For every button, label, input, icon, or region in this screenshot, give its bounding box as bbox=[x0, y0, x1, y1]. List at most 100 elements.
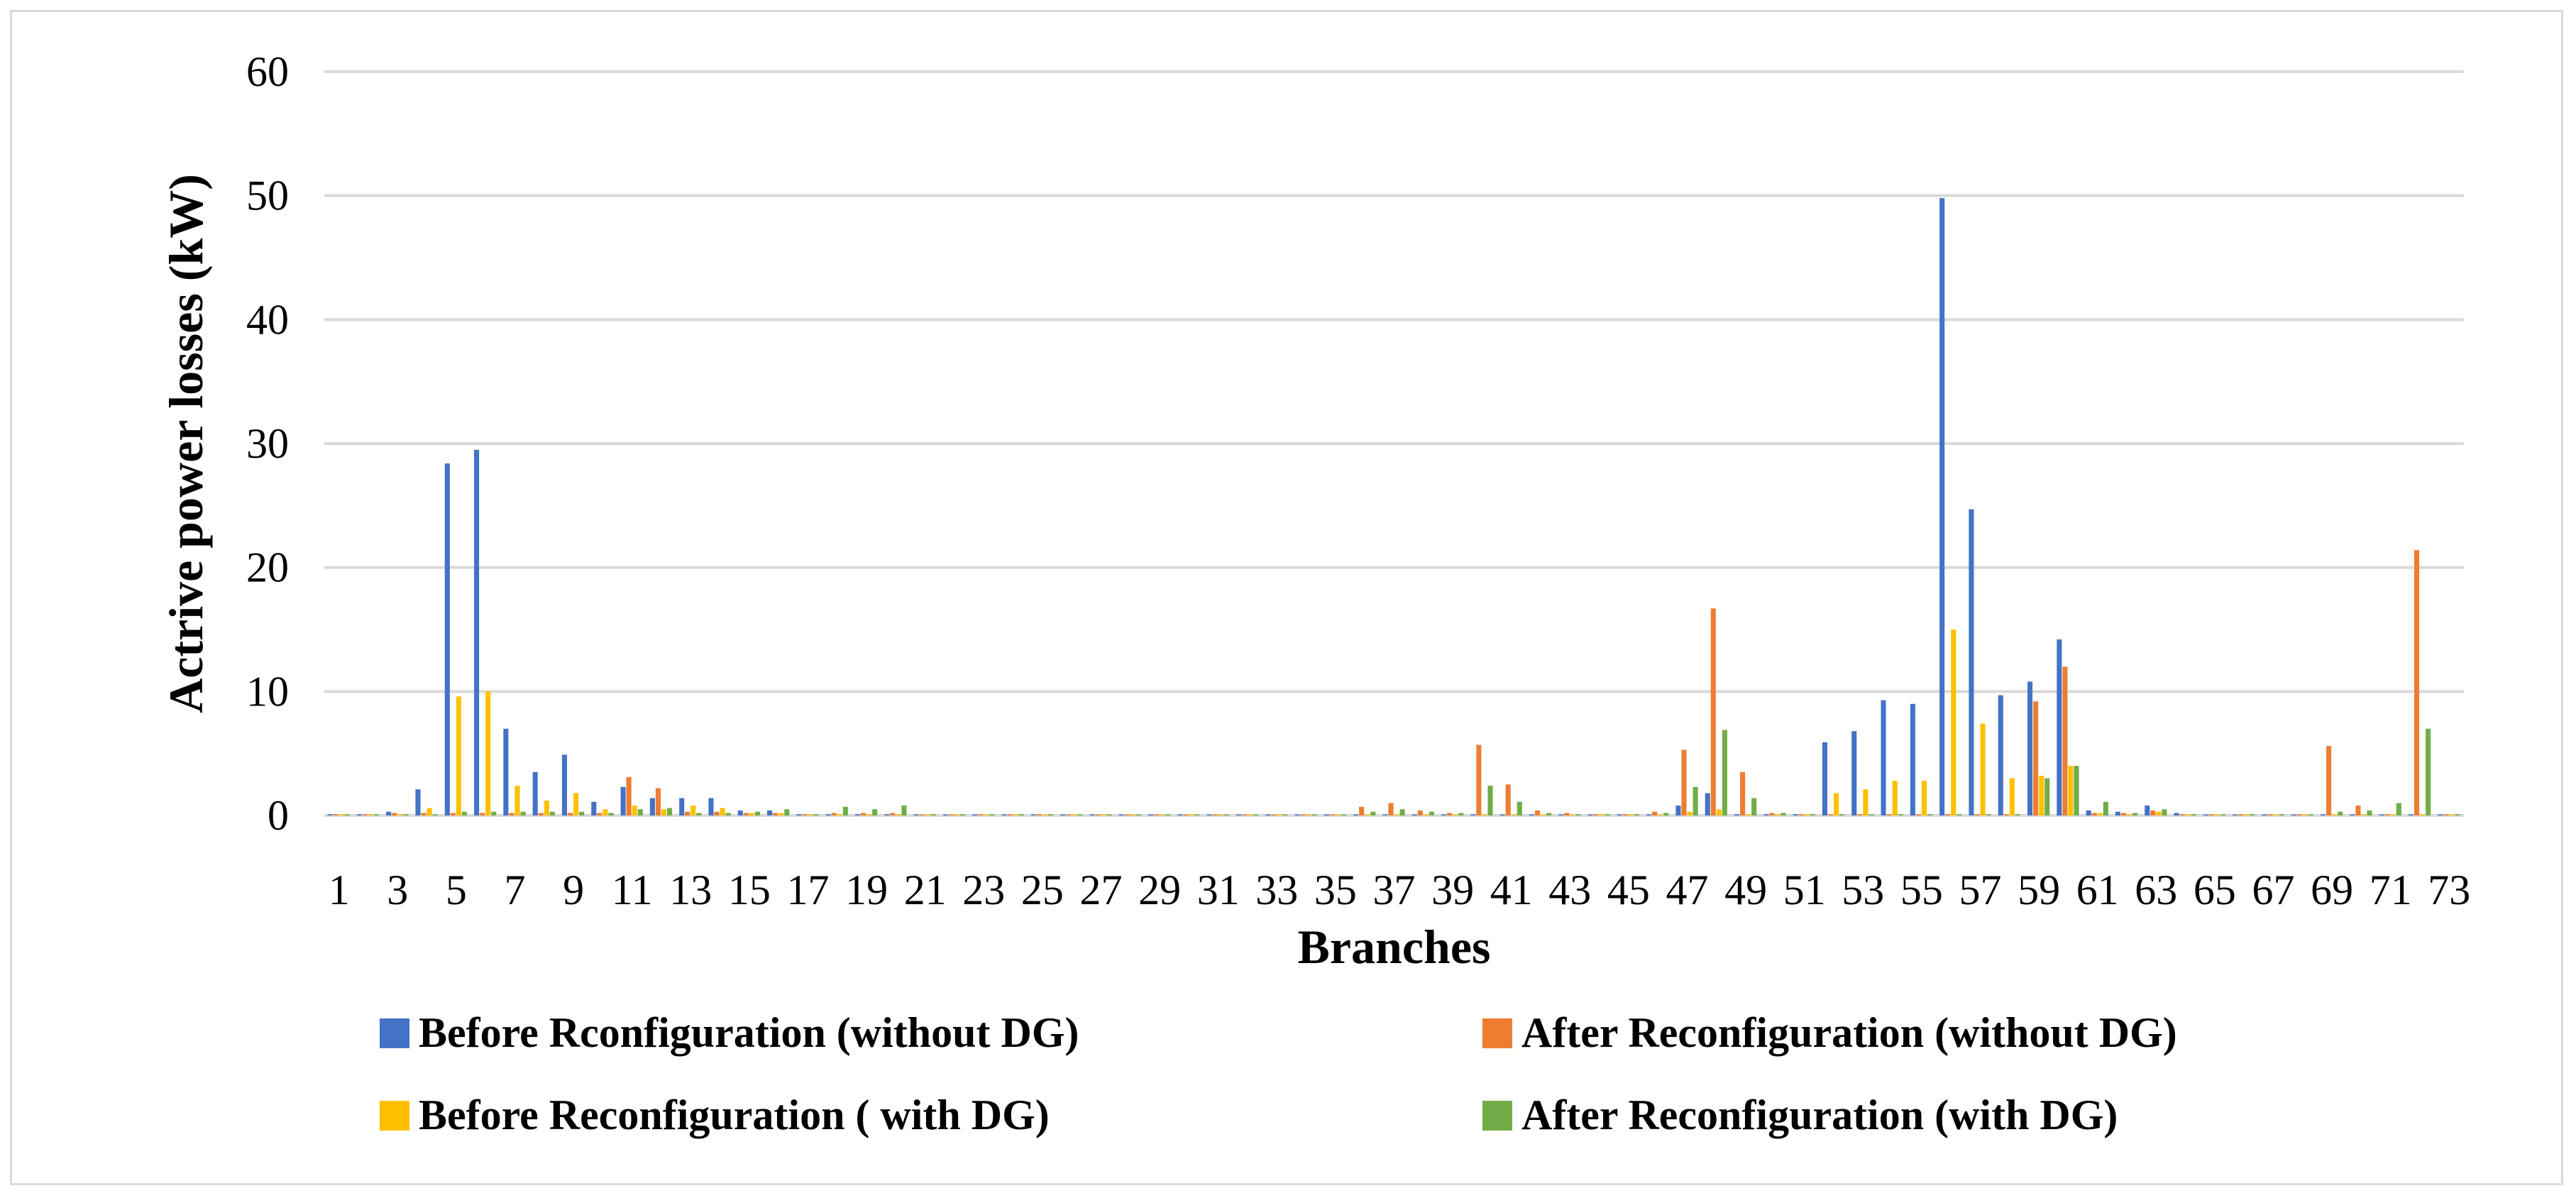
bar bbox=[1687, 811, 1692, 815]
bar bbox=[1605, 814, 1610, 815]
bar bbox=[1306, 814, 1311, 815]
bar bbox=[632, 806, 637, 815]
bar bbox=[720, 808, 725, 815]
bar bbox=[2068, 766, 2074, 815]
bar bbox=[327, 814, 333, 815]
x-tick-label: 7 bbox=[505, 867, 526, 913]
x-tick-label: 35 bbox=[1314, 867, 1357, 913]
bar bbox=[1194, 814, 1200, 815]
bar bbox=[2003, 814, 2009, 815]
bar bbox=[2279, 814, 2284, 815]
bar bbox=[2244, 814, 2250, 815]
bar bbox=[1746, 814, 1751, 815]
bar bbox=[461, 811, 467, 815]
bar bbox=[1036, 814, 1042, 815]
x-tick-label: 57 bbox=[1959, 867, 2002, 913]
bar bbox=[1470, 814, 1476, 815]
bar bbox=[696, 813, 702, 815]
x-tick-label: 3 bbox=[387, 867, 408, 913]
bar bbox=[960, 814, 966, 815]
bar bbox=[2262, 814, 2267, 815]
bar bbox=[2214, 814, 2220, 815]
y-tick-label: 0 bbox=[268, 792, 289, 839]
x-tick-label: 51 bbox=[1783, 867, 1826, 913]
y-tick-label: 60 bbox=[246, 48, 289, 95]
bar bbox=[1810, 814, 1815, 815]
x-tick-label: 33 bbox=[1255, 867, 1298, 913]
bar bbox=[1827, 814, 1834, 815]
gridlines bbox=[324, 70, 2464, 817]
bar bbox=[503, 728, 509, 815]
bar bbox=[1271, 814, 1277, 815]
bar bbox=[1898, 814, 1903, 815]
bar bbox=[538, 813, 544, 815]
bar bbox=[884, 814, 890, 815]
x-tick-label: 55 bbox=[1900, 867, 1943, 913]
bar bbox=[474, 449, 480, 815]
bar bbox=[1411, 814, 1417, 815]
bar bbox=[1517, 801, 1522, 815]
bar bbox=[1077, 814, 1083, 815]
bar bbox=[749, 813, 754, 815]
bar bbox=[1177, 814, 1183, 815]
bar bbox=[2127, 814, 2132, 815]
bar bbox=[432, 814, 438, 815]
bar bbox=[1066, 814, 1072, 815]
bar bbox=[2086, 810, 2091, 815]
legend-swatch bbox=[1482, 1018, 1512, 1048]
bar bbox=[2326, 746, 2332, 815]
bar bbox=[930, 814, 936, 815]
bar bbox=[1541, 814, 1546, 815]
bar bbox=[2044, 778, 2050, 815]
x-tick-label: 19 bbox=[845, 867, 888, 913]
x-tick-label: 65 bbox=[2194, 867, 2236, 913]
legend-swatch bbox=[1482, 1101, 1512, 1131]
bar bbox=[737, 810, 743, 815]
bar bbox=[896, 814, 901, 815]
bar bbox=[2179, 814, 2185, 815]
bar bbox=[1769, 813, 1775, 815]
bar bbox=[1534, 810, 1541, 815]
bar bbox=[1546, 813, 1552, 815]
bar bbox=[1857, 814, 1863, 815]
bar bbox=[1323, 814, 1329, 815]
x-axis-title: Branches bbox=[1298, 920, 1491, 974]
bar bbox=[386, 811, 392, 815]
bar bbox=[842, 806, 848, 815]
bar bbox=[1089, 814, 1095, 815]
bar bbox=[2074, 766, 2079, 815]
bar bbox=[796, 814, 802, 815]
bar bbox=[1212, 814, 1218, 815]
y-tick-label: 40 bbox=[246, 296, 289, 343]
x-tick-label: 9 bbox=[563, 867, 584, 913]
bar bbox=[1282, 814, 1288, 815]
bar bbox=[2009, 778, 2015, 815]
bar bbox=[2145, 806, 2150, 815]
bar bbox=[925, 814, 930, 815]
bar bbox=[2150, 810, 2156, 815]
bar bbox=[1692, 786, 1698, 815]
bar bbox=[649, 798, 655, 815]
legend-label: Before Reconfiguration ( with DG) bbox=[419, 1092, 1050, 1138]
bar bbox=[2308, 814, 2313, 815]
bar bbox=[374, 814, 380, 815]
bar bbox=[1593, 814, 1599, 815]
bar bbox=[2191, 814, 2196, 815]
bar bbox=[1763, 814, 1769, 815]
bar bbox=[344, 814, 350, 815]
bar bbox=[1154, 814, 1160, 815]
bar bbox=[392, 813, 397, 815]
bar bbox=[1447, 813, 1453, 815]
bar bbox=[1886, 814, 1892, 815]
bar bbox=[1587, 814, 1593, 815]
bar bbox=[2361, 814, 2367, 815]
bar bbox=[948, 814, 954, 815]
bar bbox=[1822, 742, 1827, 815]
bar bbox=[2015, 814, 2020, 815]
bar bbox=[1106, 814, 1112, 815]
bar bbox=[2185, 814, 2191, 815]
bar bbox=[415, 789, 421, 815]
bar bbox=[1793, 814, 1798, 815]
bar bbox=[1927, 814, 1933, 815]
chart-frame: 0 10 20 30 40 50 60 1 3 5 7 9 11 13 15 17 19 21 23 25 27 29 3… bbox=[10, 10, 2563, 1185]
